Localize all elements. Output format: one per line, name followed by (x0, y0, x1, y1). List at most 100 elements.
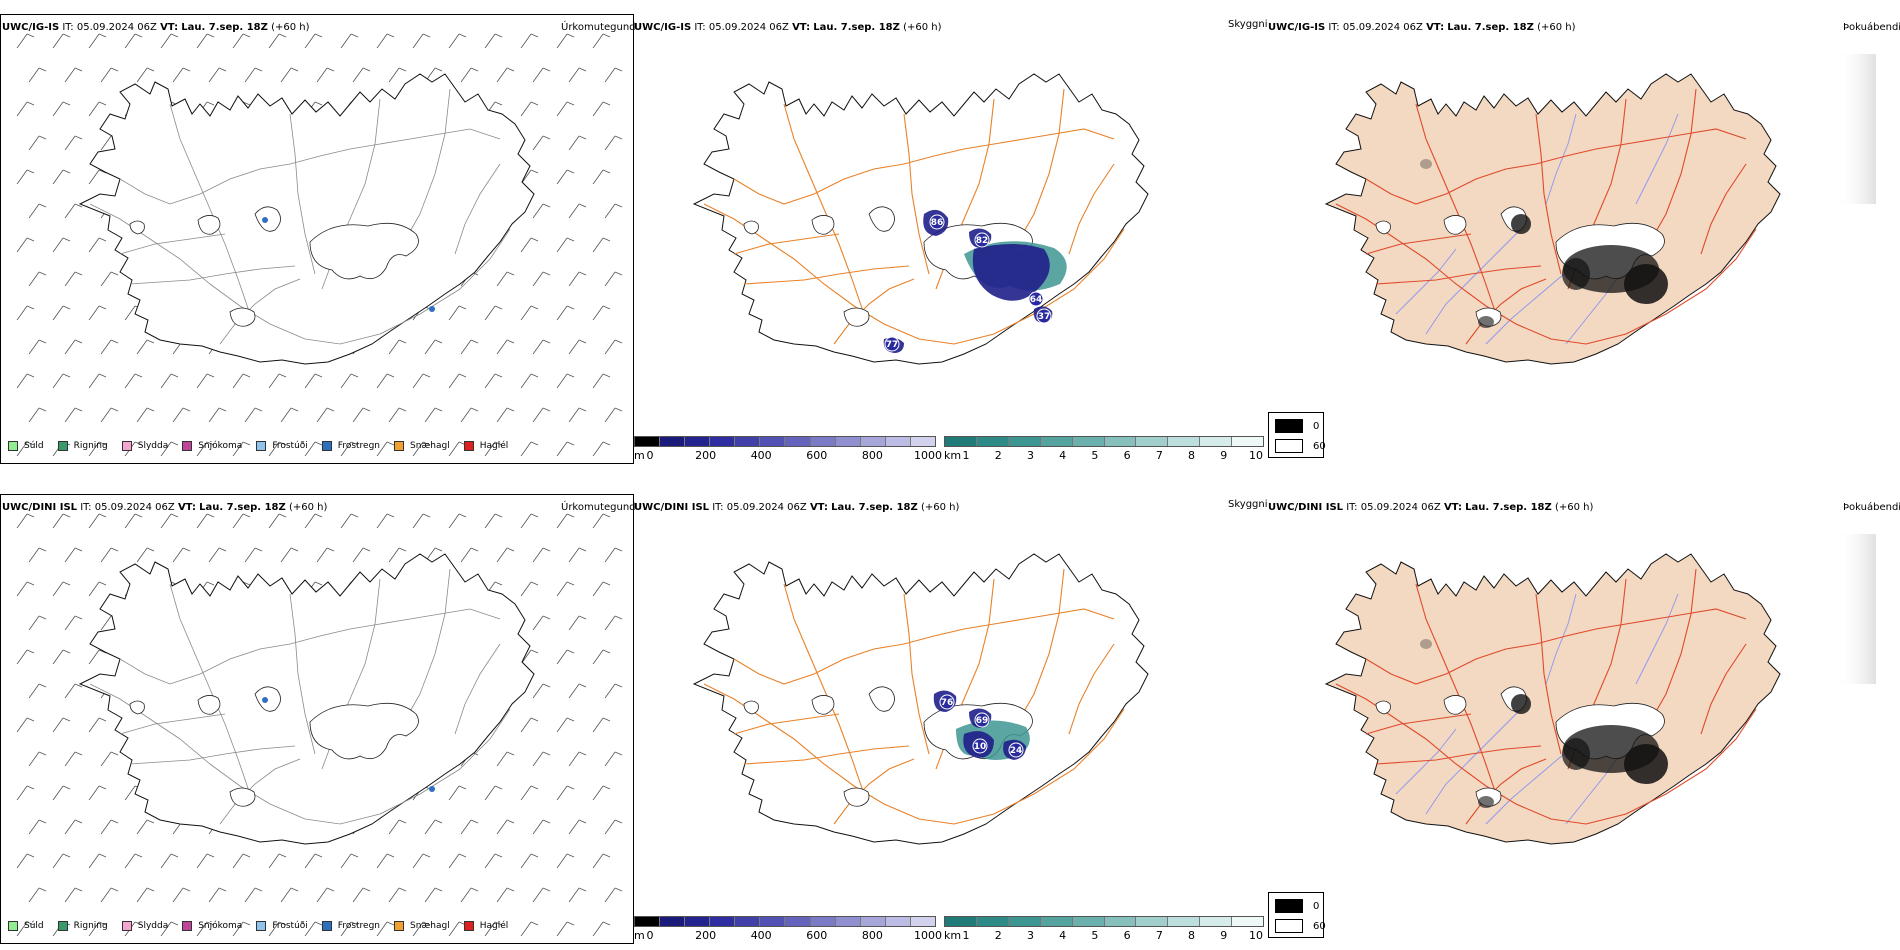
road-line (1068, 643, 1115, 735)
wind-barb-flag (74, 203, 83, 208)
wind-barb-flag (602, 853, 611, 858)
wind-barb-flag (386, 921, 395, 926)
wind-barb (520, 581, 532, 597)
road-line (703, 683, 1125, 825)
colorbar-cell (635, 437, 661, 446)
wind-barb (88, 33, 100, 49)
legend-swatch (463, 921, 474, 931)
fog-patch (1478, 796, 1494, 808)
legend-label: Frostregn (337, 921, 381, 931)
wind-barb (520, 717, 532, 733)
wind-barb (136, 339, 148, 355)
wind-barb-flag (170, 33, 179, 38)
row2-fog-panel (1266, 494, 1900, 944)
wind-barb (88, 717, 100, 733)
wind-barb (136, 887, 148, 903)
wind-barb (268, 33, 280, 49)
wind-barb (160, 33, 172, 49)
precip-legend-item: Súld (8, 441, 44, 451)
wind-barb (52, 237, 64, 253)
road-line (119, 608, 501, 685)
wind-barb-flag (494, 305, 503, 310)
glacier-outline (197, 215, 221, 235)
legend-swatch (57, 441, 68, 451)
wind-barb-flag (614, 203, 623, 208)
wind-barb-flag (434, 547, 443, 552)
wind-barb (160, 513, 172, 529)
wind-barb (532, 751, 544, 767)
wind-barb (556, 513, 568, 529)
iceland-outline (1324, 553, 1781, 845)
legend-swatch (256, 921, 267, 931)
wind-barb-flag (38, 683, 47, 688)
wind-barb-flag (314, 33, 323, 38)
colorbar-tick: 4 (1059, 449, 1067, 462)
fog-legend-item: 60 (1275, 919, 1326, 933)
wind-barb-flag (614, 407, 623, 412)
wind-barb-flag (434, 819, 443, 824)
road-line (703, 203, 1125, 345)
wind-barb (316, 887, 328, 903)
colorbar-tick: 7 (1155, 929, 1163, 942)
wind-barb-flag (494, 853, 503, 858)
row1-precip-legend: Súld Rigning Slydda Snjókoma Frostúði Frostre… (8, 441, 522, 451)
wind-barb (448, 305, 460, 321)
wind-barb-flag (350, 921, 359, 926)
wind-barb-flag (170, 441, 179, 446)
wind-barb-flag (26, 169, 35, 174)
legend-label: Snæhagl (410, 921, 450, 931)
wind-barb-flag (494, 33, 503, 38)
vt-label: VT: (809, 502, 828, 513)
road-line (129, 745, 296, 765)
wind-barb (64, 203, 76, 219)
fog-patch (1420, 639, 1432, 649)
wind-barb-flag (26, 921, 35, 926)
row2-precip-panel (0, 494, 634, 944)
wind-barb (244, 407, 256, 423)
legend-label: Haglél (479, 921, 509, 931)
fog-legend-item: 60 (1275, 439, 1326, 453)
legend-label: Rigning (73, 441, 108, 451)
wind-barb-flag (74, 339, 83, 344)
wind-barb-flag (278, 441, 287, 446)
wind-barb-flag (314, 101, 323, 106)
wind-barb (424, 819, 436, 835)
wind-barb (64, 407, 76, 423)
glacier-outline (229, 307, 256, 327)
colorbar-tick: 7 (1155, 449, 1163, 462)
peak-label: 24 (1010, 746, 1023, 756)
wind-barb-flag (458, 785, 467, 790)
wind-barb (496, 751, 508, 767)
wind-barb-flag (38, 887, 47, 892)
wind-barb (592, 649, 604, 665)
wind-barb-flag (98, 373, 107, 378)
wind-barb (280, 887, 292, 903)
lead-time: (+60 h) (903, 22, 942, 33)
wind-barb-flag (146, 887, 155, 892)
wind-barb (208, 547, 220, 563)
row2-precip-legend: Súld Rigning Slydda Snjókoma Frostúði Frostre… (8, 921, 522, 931)
precip-spot (262, 217, 268, 223)
wind-barb-flag (278, 513, 287, 518)
colorbar-tick: 5 (1091, 929, 1099, 942)
wind-barb-flag (542, 339, 551, 344)
peak-marker (974, 232, 990, 248)
road-line (903, 593, 930, 755)
road-line (833, 758, 915, 825)
peak-label: 64 (1030, 295, 1043, 305)
colorbar-unit: m (634, 929, 645, 942)
row1-vis-title: Skyggni (1228, 19, 1268, 30)
wind-barb (412, 373, 424, 389)
wind-barb (52, 305, 64, 321)
wind-barb-flag (242, 921, 251, 926)
wind-barb-flag (314, 581, 323, 586)
wind-barb-flag (458, 513, 467, 518)
colorbar-cell (785, 917, 811, 926)
row2-precip-map (16, 513, 623, 937)
glacier-outline (743, 700, 759, 715)
wind-barb (28, 547, 40, 563)
wind-barb (388, 67, 400, 83)
wind-barb-flag (206, 101, 215, 106)
wind-barb-flag (494, 581, 503, 586)
wind-barb-flag (134, 373, 143, 378)
